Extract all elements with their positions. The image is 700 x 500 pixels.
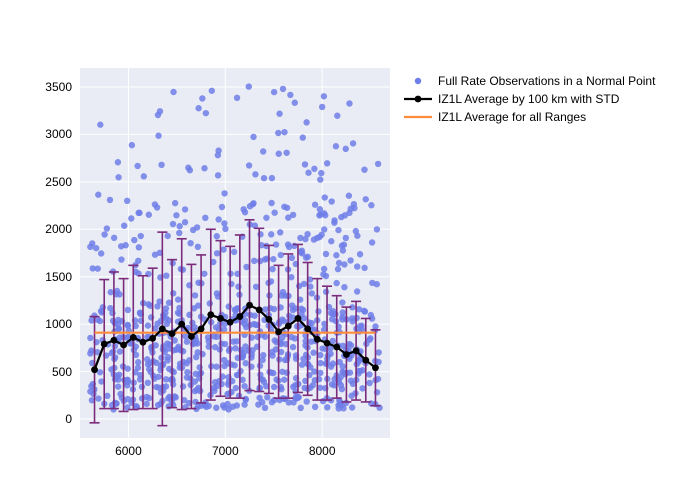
- legend-label: IZ1L Average for all Ranges: [438, 110, 586, 124]
- legend-swatch-hline: [404, 110, 432, 124]
- x-tick-label: 7000: [212, 444, 239, 458]
- y-tick-label: 2500: [0, 175, 72, 189]
- legend-item: IZ1L Average for all Ranges: [404, 108, 655, 126]
- y-tick-label: 1500: [0, 270, 72, 284]
- legend-item: IZ1L Average by 100 km with STD: [404, 90, 655, 108]
- legend-swatch-scatter: [404, 74, 432, 88]
- y-tick-label: 2000: [0, 222, 72, 236]
- y-tick-label: 3000: [0, 127, 72, 141]
- legend-label: IZ1L Average by 100 km with STD: [438, 92, 619, 106]
- y-tick-label: 1000: [0, 317, 72, 331]
- legend: Full Rate Observations in a Normal Point…: [404, 72, 655, 126]
- x-tick-label: 6000: [115, 444, 142, 458]
- x-tick-label: 8000: [309, 444, 336, 458]
- y-tick-label: 3500: [0, 80, 72, 94]
- legend-label: Full Rate Observations in a Normal Point: [438, 74, 655, 88]
- y-tick-label: 0: [0, 412, 72, 426]
- legend-item: Full Rate Observations in a Normal Point: [404, 72, 655, 90]
- chart-container: Full Rate Observations in a Normal Point…: [0, 0, 700, 500]
- legend-swatch-avgline: [404, 92, 432, 106]
- y-tick-label: 500: [0, 365, 72, 379]
